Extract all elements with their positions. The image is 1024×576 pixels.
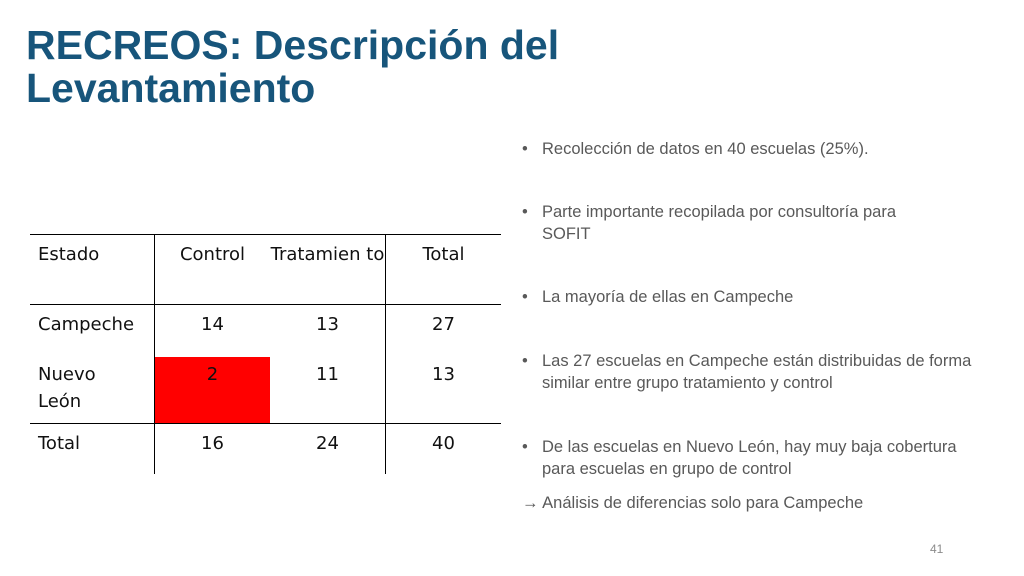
cell-estado: Total bbox=[30, 423, 155, 474]
conclusion-text: → Análisis de diferencias solo para Camp… bbox=[522, 494, 864, 512]
cell-estado: Campeche bbox=[38, 314, 135, 335]
list-item: • Las 27 escuelas en Campeche están dist… bbox=[522, 350, 982, 394]
table-header-row: Estado Control Tratamien to Total bbox=[30, 234, 501, 305]
slide-title: RECREOS: Descripción del Levantamiento bbox=[26, 24, 726, 110]
bullet-icon: • bbox=[522, 288, 528, 306]
cell-total: 13 bbox=[385, 357, 501, 424]
cell-control: 14 bbox=[154, 304, 270, 357]
table-row: Nuevo León 2 11 13 bbox=[30, 357, 501, 424]
list-item: • La mayoría de ellas en Campeche bbox=[522, 286, 982, 308]
bullet-icon: • bbox=[522, 352, 528, 370]
bullet-text: Las 27 escuelas en Campeche están distri… bbox=[542, 352, 972, 392]
cell-total: 40 bbox=[385, 423, 501, 474]
header-control: Control bbox=[154, 234, 270, 305]
cell-tratamiento: 24 bbox=[270, 423, 386, 474]
table-row: Campeche 14 13 27 bbox=[30, 304, 501, 357]
header-total: Total bbox=[385, 234, 501, 305]
list-item: • Recolección de datos en 40 escuelas (2… bbox=[522, 138, 982, 160]
bullet-text: De las escuelas en Nuevo León, hay muy b… bbox=[542, 438, 957, 478]
bullet-text: Recolección de datos en 40 escuelas (25%… bbox=[542, 140, 869, 158]
bullet-text: Parte importante recopilada por consulto… bbox=[542, 203, 897, 243]
bullet-icon: • bbox=[522, 140, 528, 158]
cell-control-highlighted: 2 bbox=[154, 357, 270, 424]
table-row-total: Total 16 24 40 bbox=[30, 423, 501, 474]
cell-control: 16 bbox=[154, 423, 270, 474]
cell-estado-text: Nuevo León bbox=[38, 364, 96, 412]
bullet-icon: • bbox=[522, 203, 528, 221]
cell-total: 27 bbox=[385, 304, 501, 357]
list-item: • Parte importante recopilada por consul… bbox=[522, 201, 982, 245]
schools-table: Estado Control Tratamien to Total Campec… bbox=[30, 234, 501, 474]
header-estado: Estado bbox=[30, 234, 155, 305]
list-item: • De las escuelas en Nuevo León, hay muy… bbox=[522, 436, 982, 480]
cell-estado: Nuevo León bbox=[30, 357, 155, 424]
page-number: 41 bbox=[930, 542, 944, 556]
cell-tratamiento: 13 bbox=[316, 314, 339, 335]
bullet-icon: • bbox=[522, 438, 528, 456]
bullet-text: La mayoría de ellas en Campeche bbox=[542, 288, 794, 306]
header-tratamiento: Tratamien to bbox=[270, 234, 386, 305]
slide-title-line-2: Levantamiento bbox=[26, 65, 316, 111]
cell-tratamiento: 11 bbox=[316, 364, 339, 385]
slide-title-line-1: RECREOS: Descripción del bbox=[26, 22, 560, 68]
